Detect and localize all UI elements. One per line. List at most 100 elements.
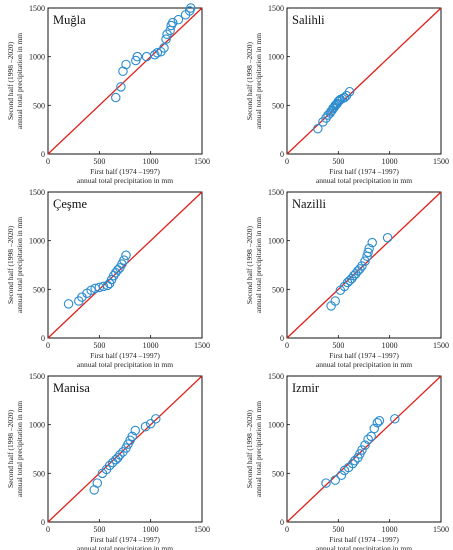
data-point: [116, 82, 126, 92]
x-tick-label: 0: [285, 341, 289, 350]
panel-1: 0 500 1000 1500 0 500 1000 1500 Muğla First half …: [6, 3, 210, 185]
data-point: [98, 281, 109, 292]
x-axis-label: First half (1974 –1997): [90, 167, 160, 176]
x-tick-label: 500: [332, 341, 344, 350]
x-tick-label: 1000: [143, 341, 159, 350]
data-point: [367, 237, 377, 248]
y-axis-label: Second half (1998 –2020): [245, 41, 254, 120]
y-tick-label: 0: [280, 518, 284, 527]
data-point: [374, 416, 385, 426]
x-tick-label: 500: [93, 525, 105, 534]
x-axis-label: annual total precipitation in mm: [316, 544, 412, 550]
y-axis-label: annual total precipitation in mm: [254, 33, 263, 129]
data-point: [121, 250, 131, 261]
y-tick-label: 1500: [268, 4, 284, 13]
x-tick-label: 1500: [194, 157, 210, 166]
data-point: [161, 34, 171, 44]
y-tick-label: 0: [41, 150, 45, 159]
data-point: [141, 51, 152, 62]
data-point: [145, 418, 156, 429]
data-point: [173, 14, 184, 25]
y-tick-label: 1000: [268, 53, 284, 62]
x-axis-label: First half (1974 –1997): [329, 535, 399, 544]
data-point: [360, 440, 370, 450]
data-point: [363, 434, 373, 445]
data-point: [357, 445, 367, 455]
panel-title: Muğla: [53, 13, 86, 27]
panel-title: Salihli: [292, 13, 325, 27]
x-tick-label: 1000: [143, 157, 159, 166]
data-point: [130, 425, 141, 436]
y-tick-label: 1500: [29, 188, 45, 197]
y-tick-label: 500: [272, 469, 284, 478]
data-point: [140, 421, 151, 432]
data-point: [104, 460, 115, 471]
data-point: [107, 457, 118, 468]
y-axis-label: Second half (1998 –2020): [6, 41, 15, 120]
y-tick-label: 1000: [268, 421, 284, 430]
data-point: [321, 478, 331, 488]
data-point: [363, 247, 373, 258]
x-tick-label: 1500: [433, 157, 449, 166]
data-point: [360, 256, 370, 266]
x-tick-label: 1500: [194, 525, 210, 534]
data-point: [111, 92, 121, 103]
x-axis-label: annual total precipitation in mm: [77, 176, 173, 185]
data-point: [119, 255, 129, 265]
y-tick-label: 1000: [29, 53, 45, 62]
y-axis-label: Second half (1998 –2020): [245, 409, 254, 488]
data-point: [113, 453, 123, 463]
reference-line: [47, 7, 203, 155]
x-tick-label: 0: [285, 525, 289, 534]
data-point: [152, 48, 163, 58]
y-axis-label: Second half (1998 –2020): [6, 409, 15, 488]
data-point: [132, 51, 143, 62]
x-tick-label: 1000: [382, 525, 398, 534]
y-tick-label: 1500: [268, 188, 284, 197]
data-point: [63, 299, 74, 309]
data-point: [336, 470, 347, 481]
panel-3: 0 500 1000 1500 0 500 1000 1500 Çeşme First half …: [6, 188, 210, 369]
x-axis-label: annual total precipitation in mm: [77, 544, 173, 550]
y-tick-label: 1000: [29, 421, 45, 430]
plot-frame: [286, 7, 442, 155]
panel-2: 0 500 1000 1500 0 500 1000 1500 Salihli First hal…: [245, 4, 449, 185]
data-point: [369, 423, 380, 434]
plot-frame: [47, 7, 203, 155]
x-tick-label: 0: [46, 157, 50, 166]
plot-frame: [286, 375, 442, 523]
data-point: [347, 458, 358, 469]
panel-title: Çeşme: [53, 197, 87, 211]
x-tick-label: 1500: [433, 341, 449, 350]
panel-title: Manisa: [53, 381, 90, 395]
y-tick-label: 1000: [29, 237, 45, 246]
data-point: [330, 296, 341, 306]
y-tick-label: 1500: [29, 4, 45, 13]
y-tick-label: 1000: [268, 237, 284, 246]
x-axis-label: First half (1974 –1997): [90, 535, 160, 544]
reference-line: [47, 375, 203, 523]
data-point: [159, 43, 169, 53]
x-tick-label: 0: [46, 525, 50, 534]
data-point: [382, 232, 393, 243]
x-tick-label: 500: [332, 157, 344, 166]
panel-5: 0 500 1000 1500 0 500 1000 1500 Manisa First half…: [6, 372, 210, 550]
reference-line: [47, 191, 203, 339]
y-tick-label: 0: [280, 334, 284, 343]
y-axis-label: annual total precipitation in mm: [254, 217, 263, 313]
data-point: [313, 123, 323, 134]
y-tick-label: 500: [272, 285, 284, 294]
y-axis-label: annual total precipitation in mm: [254, 401, 263, 497]
y-axis-label: annual total precipitation in mm: [15, 217, 24, 313]
x-tick-label: 500: [93, 157, 105, 166]
x-tick-label: 1000: [382, 341, 398, 350]
data-point: [364, 243, 374, 254]
panel-title: Nazilli: [292, 197, 327, 211]
x-tick-label: 1500: [433, 525, 449, 534]
x-tick-label: 1500: [194, 341, 210, 350]
y-tick-label: 0: [280, 150, 284, 159]
data-point: [355, 264, 365, 274]
y-tick-label: 0: [41, 334, 45, 343]
panel-title: Izmir: [292, 381, 320, 395]
